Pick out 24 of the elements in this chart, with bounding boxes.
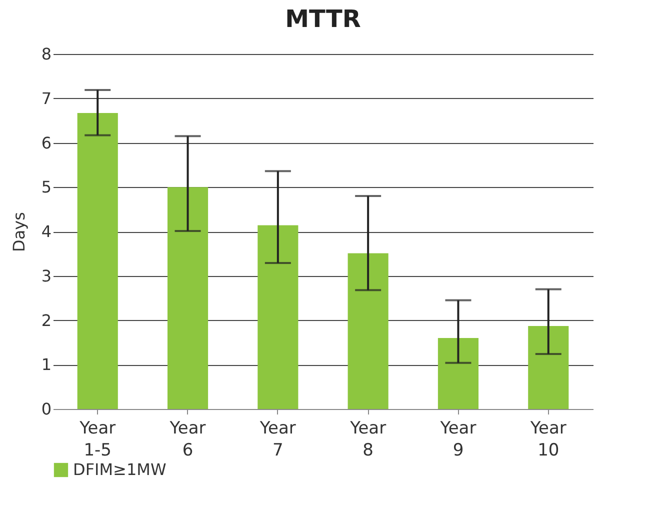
y-tick-label: 0 [41,400,52,418]
y-tick-label: 8 [41,44,52,64]
y-tick-label: 5 [41,178,52,197]
y-axis-title: Days [9,212,28,252]
x-tick-label: Year 7 [258,418,296,460]
bar [258,225,298,409]
y-tick-label: 6 [41,133,52,152]
bar [348,253,388,409]
y-tick-label: 7 [41,88,52,108]
x-tick-label: Year 8 [349,418,386,460]
y-tick-label: 1 [41,355,52,374]
y-tick-label: 3 [41,266,52,286]
x-tick-label: Year 1-5 [78,418,116,460]
x-tick-label: Year 9 [439,418,476,460]
y-tick-label: 4 [41,222,52,241]
chart-title: MTTR [285,5,361,33]
bar [438,338,479,409]
y-tick-label: 2 [41,310,52,330]
legend-label: DFIM≥1MW [73,460,166,479]
bar [167,187,208,409]
x-tick-label: Year 10 [529,418,566,460]
bar [528,326,569,409]
x-tick-label: Year 6 [168,418,206,460]
bar [77,113,118,409]
